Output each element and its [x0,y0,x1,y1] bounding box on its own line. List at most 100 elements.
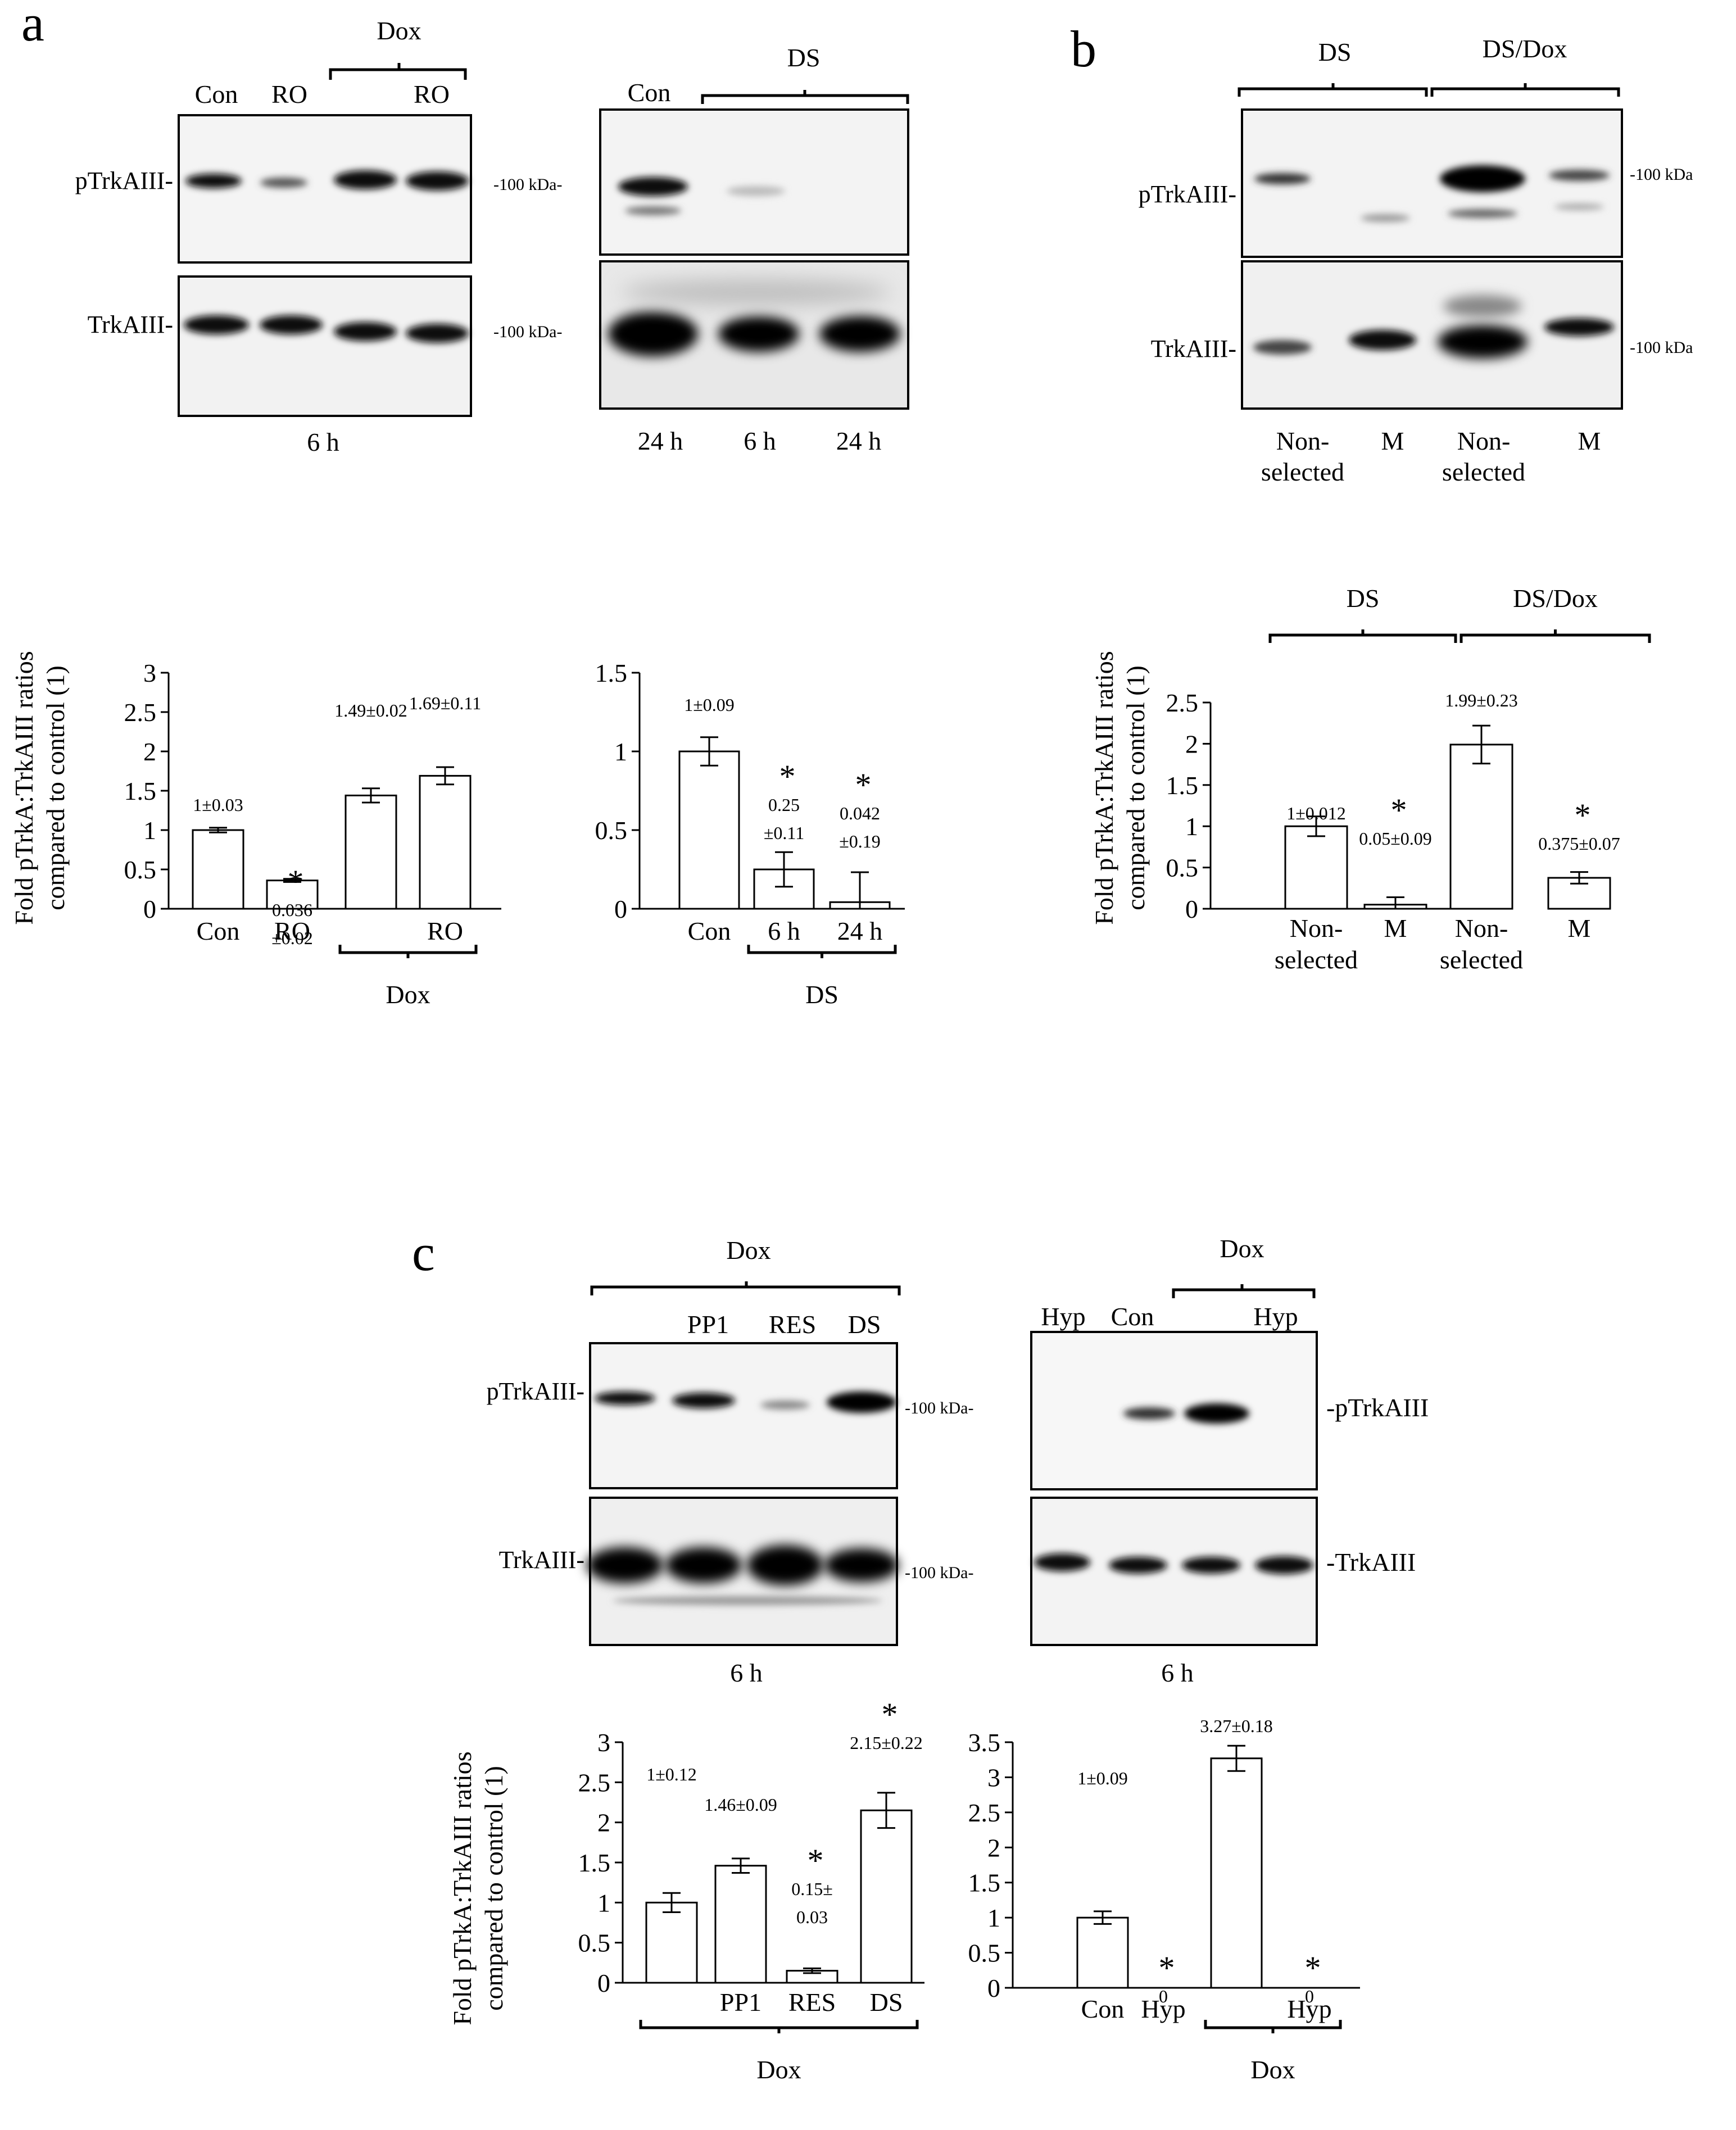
chart-a2-y-tick-label: 1 [614,737,627,766]
chart-a2-significance-star: * [779,758,796,795]
chart-a2-bar [678,750,740,910]
blot-b-band [1544,318,1614,336]
chart-c1-data-label: 1.46±0.09 [704,1794,777,1815]
chart-a2: 00.511.51±0.090.25 ±0.11*0.042 ±0.19*Con 6 … [595,659,905,1009]
blot-c2-band [1255,1556,1313,1574]
chart-a2-y-tick-label: 0.5 [595,816,628,845]
chart-c1-data-label: 0.15± 0.03 [791,1879,833,1927]
blot-c1-band [827,1392,896,1413]
blot-b-lane-bottom-1-line1: Non- [1276,427,1330,455]
blot-b-lane-bottom-2: M [1381,427,1404,455]
chart-b-y-tick-label: 1.5 [1166,771,1199,800]
blot-c1-marker-2: -100 kDa- [905,1563,973,1582]
chart-c2-y-tick-label: 3 [987,1763,1000,1792]
blot-c1: Dox PP1 RES DS pTrkAIII- TrkAIII- -100 k… [487,1236,974,1687]
chart-a1-data-label-line: 0.036 [272,900,312,920]
blot-b-marker-2: -100 kDa [1630,338,1693,357]
chart-b-top-bracket-label: DS/Dox [1513,584,1598,613]
chart-b-y-axis-label-line: Fold pTrkA:TrkAIII ratios [1090,651,1118,924]
blot-c1-row-label-1: pTrkAIII- [487,1377,584,1405]
panel-label-c: c [412,1224,435,1281]
chart-c1-bar [645,1901,698,1984]
blot-c1-band [824,1548,899,1582]
chart-b-y-tick-label: 1 [1185,812,1198,841]
chart-a1-group-bracket-label: Dox [386,980,430,1009]
chart-c1-category-label: RES [788,1988,836,2016]
blot-a2-band [718,316,799,352]
blot-a1: Dox Con RO RO pTrkAIII- TrkAIII- -100 kD… [75,16,563,456]
chart-a2-y-tick-label: 1.5 [595,659,628,687]
blot-c1-lane-label-3: RES [769,1310,816,1339]
chart-b-y-tick-label: 0 [1185,895,1198,923]
chart-c1-significance-star: * [808,1842,824,1879]
chart-b-y-axis-label-line: compared to control (1) [1121,665,1150,910]
chart-b-y-axis-label: Fold pTrkA:TrkAIII ratios compared to con… [1090,651,1150,924]
blot-c2-band [1123,1407,1175,1420]
chart-a1-y-tick-label: 2.5 [124,698,157,727]
panel-label-a: a [21,0,44,52]
chart-c1-data-label-line: 0.15± [791,1879,833,1899]
chart-a2-group-bracket [747,945,897,958]
chart-c2-category-label: Con [1081,1995,1125,2023]
blot-a2-band [727,186,785,196]
blot-a2-lane-label-1: Con [628,78,671,107]
chart-c2-category-label: Hyp [1141,1995,1185,2023]
chart-b-significance-star: * [1391,792,1407,828]
blot-b-row-label-2: TrkAIII- [1151,335,1236,362]
chart-a2-data-label: 1±0.09 [684,695,735,715]
chart-c1-significance-star: * [882,1696,898,1733]
blot-b-band [1349,330,1416,350]
chart-c1-y-tick-label: 1.5 [578,1848,611,1877]
blot-a2-lane-bottom-1: 24 h [638,427,683,455]
chart-a1-category-label: RO [274,917,310,945]
blot-c1-band [760,1401,810,1410]
blot-a2-top-bracket [701,90,909,104]
chart-c1-group-bracket [639,2020,919,2033]
chart-c1-data-label: 2.15±0.22 [850,1733,923,1753]
blot-b-row-label-1: pTrkAIII- [1139,180,1236,208]
chart-c1: 0 0.5 1 1.5 2 2.5 3 Fold pTrkA:TrkAIII ratios co… [448,1696,924,2084]
chart-c2-y-tick-label: 0.5 [968,1939,1001,1968]
blot-c1-band [587,1547,663,1583]
chart-b-y-tick-label: 2.5 [1166,688,1199,717]
blot-b-lane-bottom-1: Non-selected [1261,427,1344,486]
chart-a1-bar [419,774,472,910]
chart-b-category-label: Non-selected [1275,914,1358,974]
blot-c1-band [613,1596,882,1605]
blot-b-lane-bottom-1-line2: selected [1261,457,1344,486]
blot-c2-band [1182,1557,1240,1574]
chart-c1-y-tick-label: 3 [597,1728,610,1757]
blot-c2-time-label: 6 h [1161,1658,1194,1687]
chart-b-category-label: M [1568,914,1591,942]
chart-b-category-label-line: selected [1440,945,1523,974]
chart-a1: 0 0.5 1 1.5 2 2.5 3 Fold pTrkA:TrkAIII ratios co… [10,651,501,1009]
chart-c2-y-tick-label: 0 [987,1974,1000,2002]
blot-a1-band [334,170,397,189]
blot-b-band [1361,214,1410,222]
chart-b-y-tick-label: 2 [1185,729,1198,758]
blot-b-band [1549,170,1610,181]
chart-c2-data-label: 3.27±0.18 [1200,1716,1273,1736]
chart-b-category-label: M [1384,914,1407,942]
blot-c1-marker-1: -100 kDa- [905,1399,973,1417]
chart-a1-data-label: 1.69±0.11 [409,693,481,713]
chart-c2-y-tick-label: 1.5 [968,1869,1001,1897]
blot-b-band [1440,165,1525,192]
blot-c1-band [747,1545,823,1585]
blot-c2-marker-1: -pTrkAIII [1326,1393,1429,1422]
chart-c2-y-tick-label: 2 [987,1833,1000,1862]
blot-b-top-bracket-label-2: DS/Dox [1483,34,1567,63]
chart-a1-y-axis-label: Fold pTrkA:TrkAIII ratios compared to con… [10,651,70,924]
blot-a1-band [185,174,242,188]
chart-c2-category-label: Hyp [1287,1995,1331,2023]
blot-a1-marker-2: -100 kDa- [493,323,562,341]
chart-b-category-label-line: Non- [1455,914,1508,942]
chart-c1-y-tick-label: 2.5 [578,1768,611,1797]
chart-c1-y-tick-label: 1 [597,1888,610,1917]
chart-c2-group-bracket-label: Dox [1250,2055,1295,2084]
blot-b-marker-1: -100 kDa [1630,165,1693,184]
chart-c2-significance-star: * [1159,1950,1175,1986]
chart-c1-y-axis-label-line: Fold pTrkA:TrkAIII ratios [448,1751,477,2025]
chart-a1-group-bracket [338,945,478,958]
blot-b-top-bracket-1 [1238,83,1428,97]
